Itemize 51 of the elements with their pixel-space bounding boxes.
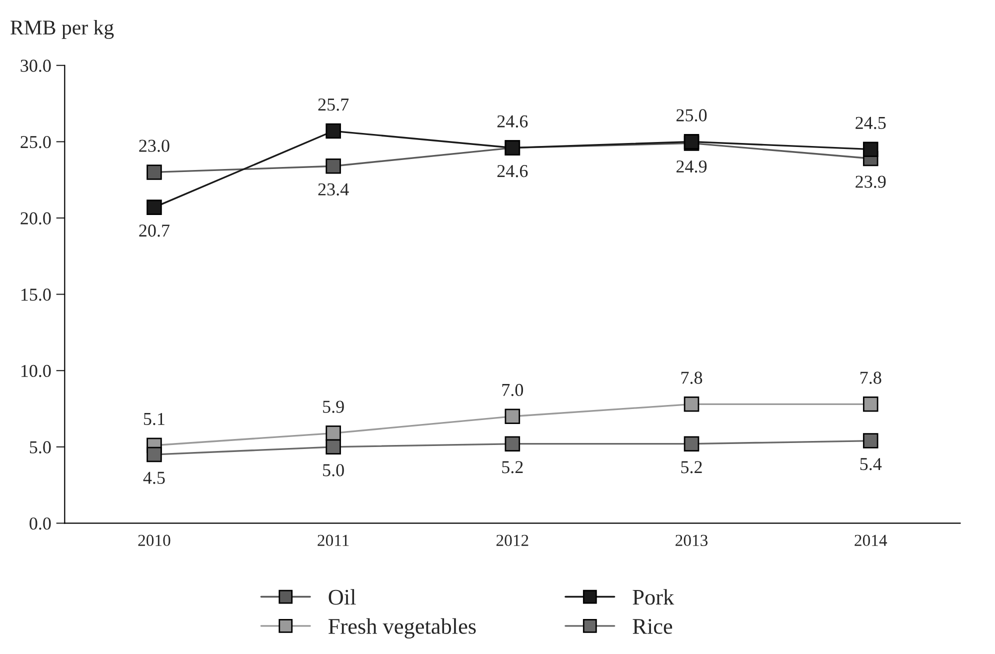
data-label: 25.0	[676, 109, 707, 122]
data-label: 24.6	[497, 115, 528, 128]
data-label: 20.7	[139, 224, 170, 237]
data-label: 23.9	[856, 176, 886, 188]
data-label: 5.0	[323, 464, 344, 476]
y-tick-label: 5.0	[30, 441, 51, 454]
data-label: 23.4	[318, 183, 349, 196]
data-label: 7.8	[681, 372, 702, 384]
x-tick-label: 2013	[676, 534, 708, 546]
data-label: 5.9	[323, 400, 344, 413]
y-tick-label: 30.0	[20, 60, 51, 72]
point	[684, 396, 700, 412]
y-tick-label: 20.0	[20, 212, 51, 225]
legend-label: Oil	[328, 589, 356, 605]
point	[326, 123, 341, 139]
point	[146, 446, 162, 462]
x-tick-label: 2010	[138, 534, 170, 546]
data-label: 23.0	[139, 140, 170, 152]
data-label: 7.8	[860, 372, 882, 384]
point	[684, 436, 700, 452]
y-tick-label: 0.0	[30, 517, 51, 530]
y-axis-title: RMB per kg	[10, 20, 114, 39]
legend-label: Rice	[632, 618, 672, 634]
x-tick-label: 2014	[854, 534, 888, 546]
point	[862, 396, 878, 412]
x-tick-label: 2012	[496, 534, 528, 546]
data-label: 5.1	[144, 412, 164, 426]
point	[326, 439, 341, 455]
data-label: 25.7	[318, 98, 349, 111]
point	[326, 426, 341, 441]
data-label: 24.6	[497, 165, 528, 178]
y-tick-label: 15.0	[21, 288, 51, 301]
data-label: 24.5	[856, 116, 886, 130]
data-label: 7.0	[502, 384, 524, 396]
point	[504, 408, 520, 424]
data-label: 5.4	[860, 458, 882, 470]
data-label: 5.2	[502, 461, 523, 474]
point	[504, 436, 520, 452]
point	[146, 200, 162, 215]
data-label: 4.5	[143, 472, 165, 484]
legend-label: Pork	[632, 589, 674, 605]
point	[862, 433, 878, 448]
data-label: 24.9	[676, 160, 707, 173]
legend-label: Fresh vegetables	[328, 618, 476, 639]
point	[326, 158, 341, 174]
y-tick-label: 10.0	[21, 364, 51, 378]
y-tick-label: 25.0	[20, 136, 51, 148]
point	[862, 142, 878, 157]
x-tick-label: 2011	[318, 534, 349, 546]
point	[146, 164, 162, 180]
data-label: 5.2	[681, 461, 702, 474]
